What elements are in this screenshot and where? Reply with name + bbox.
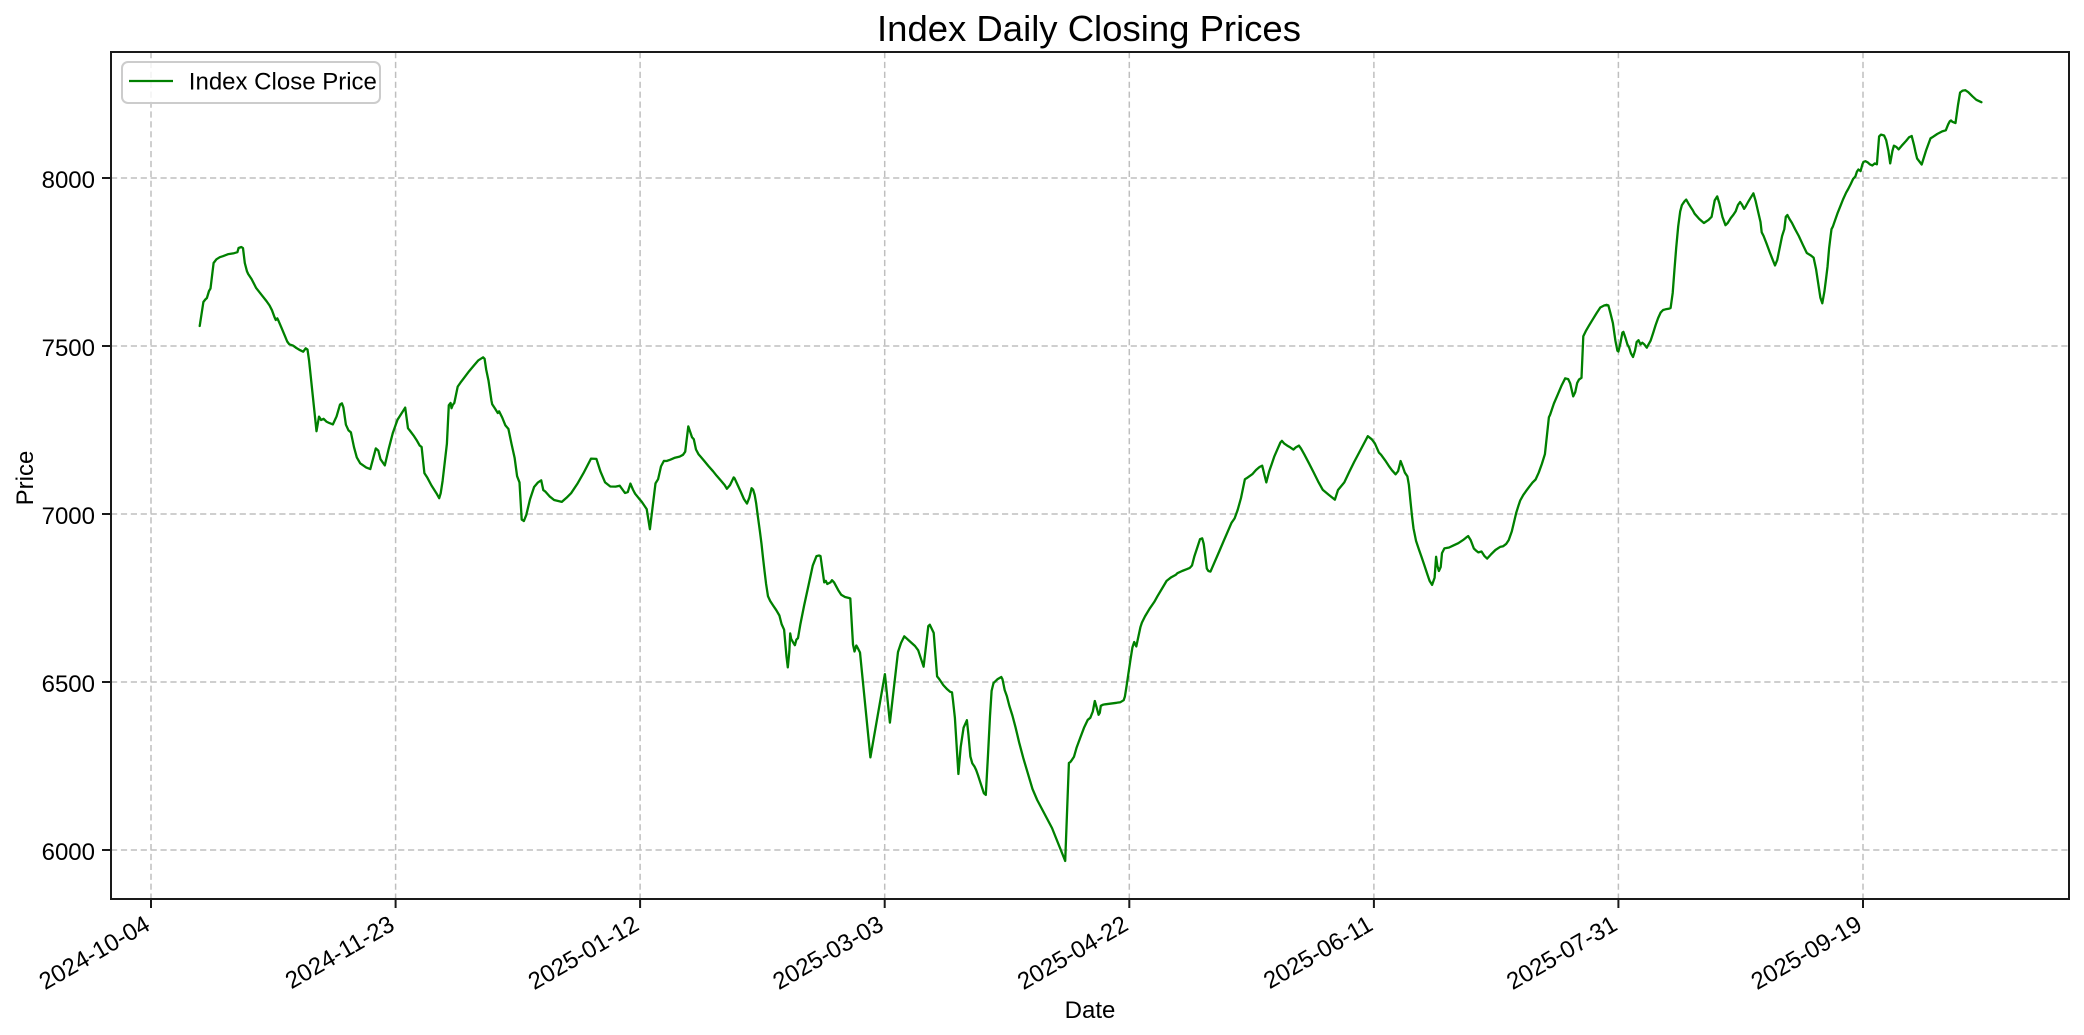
svg-text:7000: 7000 <box>42 503 95 530</box>
svg-text:6500: 6500 <box>42 671 95 698</box>
svg-text:Date: Date <box>1065 997 1116 1024</box>
svg-text:Index Close Price: Index Close Price <box>189 69 377 96</box>
svg-text:Price: Price <box>12 451 39 506</box>
svg-text:6000: 6000 <box>42 839 95 866</box>
svg-text:Index Daily Closing Prices: Index Daily Closing Prices <box>877 8 1301 49</box>
svg-text:7500: 7500 <box>42 335 95 362</box>
svg-text:8000: 8000 <box>42 167 95 194</box>
